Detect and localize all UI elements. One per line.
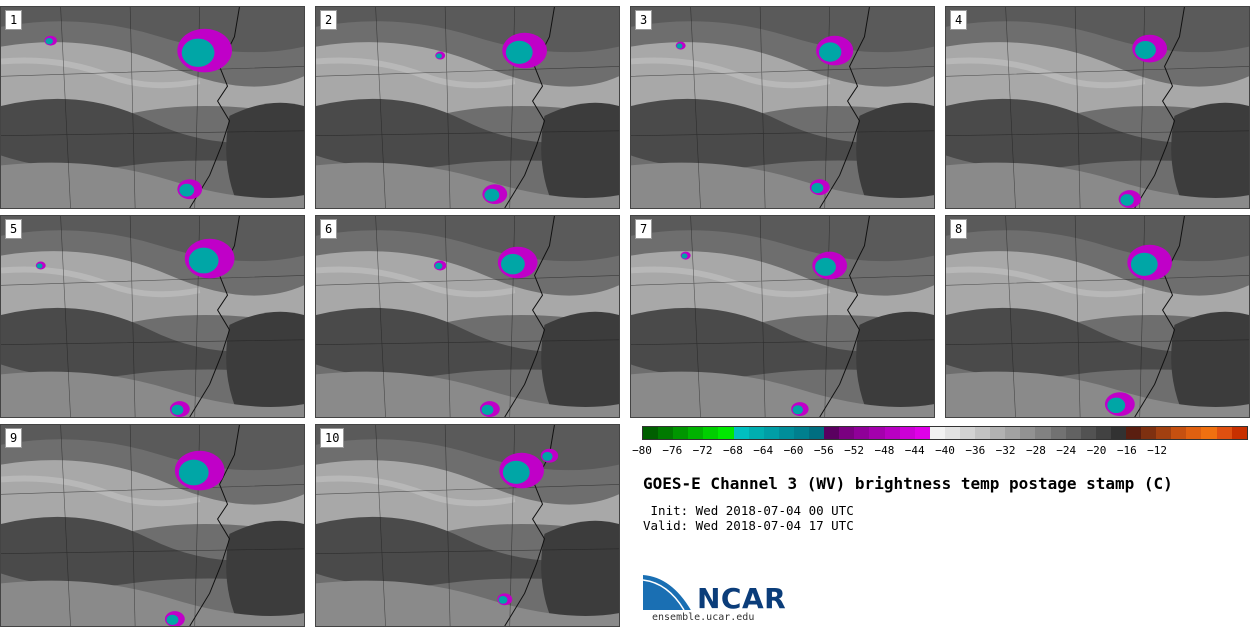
panel-number: 10	[320, 428, 345, 448]
colorbar-swatch-38	[1216, 427, 1232, 439]
colorbar-swatch-21	[959, 427, 976, 439]
colorbar-tick-label: −36	[965, 444, 986, 457]
colorbar-swatch-33	[1141, 427, 1157, 439]
colorbar-swatch-26	[1035, 427, 1051, 439]
panel-number: 2	[320, 10, 338, 30]
figure-title: GOES-E Channel 3 (WV) brightness temp po…	[643, 474, 1173, 493]
colorbar	[642, 426, 1248, 440]
colorbar-tick-label: −12	[1147, 444, 1168, 457]
wv-map	[631, 7, 934, 208]
member-panel-2: 2	[315, 6, 620, 209]
colorbar-swatch-1	[658, 427, 674, 439]
wv-map	[946, 216, 1249, 417]
colorbar-tick-label: −76	[662, 444, 683, 457]
colorbar-swatch-31	[1110, 427, 1126, 439]
colorbar-swatch-15	[869, 427, 885, 439]
panel-number: 9	[5, 428, 23, 448]
colorbar-swatch-29	[1080, 427, 1096, 439]
wv-map	[316, 216, 619, 417]
colorbar-tick-label: −64	[753, 444, 774, 457]
wv-map	[631, 216, 934, 417]
wv-map	[1, 7, 304, 208]
colorbar-swatch-18	[914, 427, 930, 439]
ncar-logo-text: NCAR	[697, 582, 787, 615]
colorbar-swatch-11	[809, 427, 825, 439]
colorbar-swatch-24	[1005, 427, 1021, 439]
colorbar-swatch-37	[1201, 427, 1217, 439]
colorbar-swatch-7	[748, 427, 764, 439]
wv-map	[1, 216, 304, 417]
colorbar-swatch-30	[1095, 427, 1111, 439]
colorbar-tick-label: −52	[844, 444, 865, 457]
colorbar-swatch-39	[1231, 427, 1247, 439]
ncar-logo	[642, 570, 792, 615]
member-panel-8: 8	[945, 215, 1250, 418]
panel-number: 1	[5, 10, 23, 30]
colorbar-swatch-17	[899, 427, 915, 439]
colorbar-swatch-27	[1050, 427, 1066, 439]
colorbar-tick-label: −56	[813, 444, 834, 457]
colorbar-swatch-16	[884, 427, 900, 439]
member-panel-1: 1	[0, 6, 305, 209]
colorbar-swatch-22	[975, 427, 991, 439]
panel-number: 5	[5, 219, 23, 239]
panel-number: 3	[635, 10, 653, 30]
colorbar-swatch-25	[1020, 427, 1036, 439]
colorbar-swatch-2	[673, 427, 689, 439]
colorbar-tick-label: −72	[692, 444, 713, 457]
colorbar-tick-label: −16	[1116, 444, 1137, 457]
panel-number: 6	[320, 219, 338, 239]
wv-map	[946, 7, 1249, 208]
colorbar-swatch-5	[718, 427, 734, 439]
colorbar-tick-label: −68	[722, 444, 743, 457]
colorbar-swatch-34	[1156, 427, 1172, 439]
colorbar-swatch-19	[929, 427, 945, 439]
wv-map	[1, 425, 304, 626]
colorbar-swatch-13	[839, 427, 855, 439]
colorbar-swatch-12	[824, 427, 840, 439]
colorbar-tick-label: −48	[874, 444, 895, 457]
colorbar-tick-label: −40	[935, 444, 955, 457]
member-panel-7: 7	[630, 215, 935, 418]
colorbar-tick-label: −80	[632, 444, 652, 457]
colorbar-swatch-32	[1126, 427, 1142, 439]
colorbar-swatch-0	[643, 427, 659, 439]
colorbar-swatch-3	[688, 427, 704, 439]
logo-url: ensemble.ucar.edu	[652, 612, 755, 623]
wv-map	[316, 7, 619, 208]
colorbar-tick-label: −28	[1025, 444, 1046, 457]
member-panel-10: 10	[315, 424, 620, 627]
colorbar-tick-label: −20	[1086, 444, 1107, 457]
valid-time: Valid: Wed 2018-07-04 17 UTC	[643, 518, 854, 533]
init-time: Init: Wed 2018-07-04 00 UTC	[643, 503, 854, 518]
member-panel-4: 4	[945, 6, 1250, 209]
colorbar-ticks: −80 −76 −72 −68 −64 −60 −56 −52 −48 −44 −40 −36 −32−…	[632, 444, 1248, 458]
colorbar-swatch-6	[733, 427, 749, 439]
colorbar-swatch-28	[1065, 427, 1081, 439]
colorbar-tick-label: −44	[904, 444, 925, 457]
colorbar-swatch-36	[1186, 427, 1202, 439]
member-panel-9: 9	[0, 424, 305, 627]
colorbar-swatch-20	[944, 427, 960, 439]
colorbar-swatch-4	[703, 427, 719, 439]
member-panel-5: 5	[0, 215, 305, 418]
colorbar-tick-label: −24	[1056, 444, 1077, 457]
colorbar-swatch-14	[854, 427, 870, 439]
colorbar-swatch-35	[1171, 427, 1187, 439]
colorbar-swatch-8	[763, 427, 779, 439]
colorbar-tick-label: −60	[783, 444, 804, 457]
panel-number: 4	[950, 10, 968, 30]
colorbar-swatch-23	[990, 427, 1006, 439]
colorbar-tick-label: −32	[995, 444, 1016, 457]
colorbar-swatch-10	[793, 427, 810, 439]
colorbar-swatch-9	[778, 427, 794, 439]
member-panel-6: 6	[315, 215, 620, 418]
member-panel-3: 3	[630, 6, 935, 209]
wv-map	[316, 425, 619, 626]
panel-number: 8	[950, 219, 968, 239]
panel-number: 7	[635, 219, 653, 239]
